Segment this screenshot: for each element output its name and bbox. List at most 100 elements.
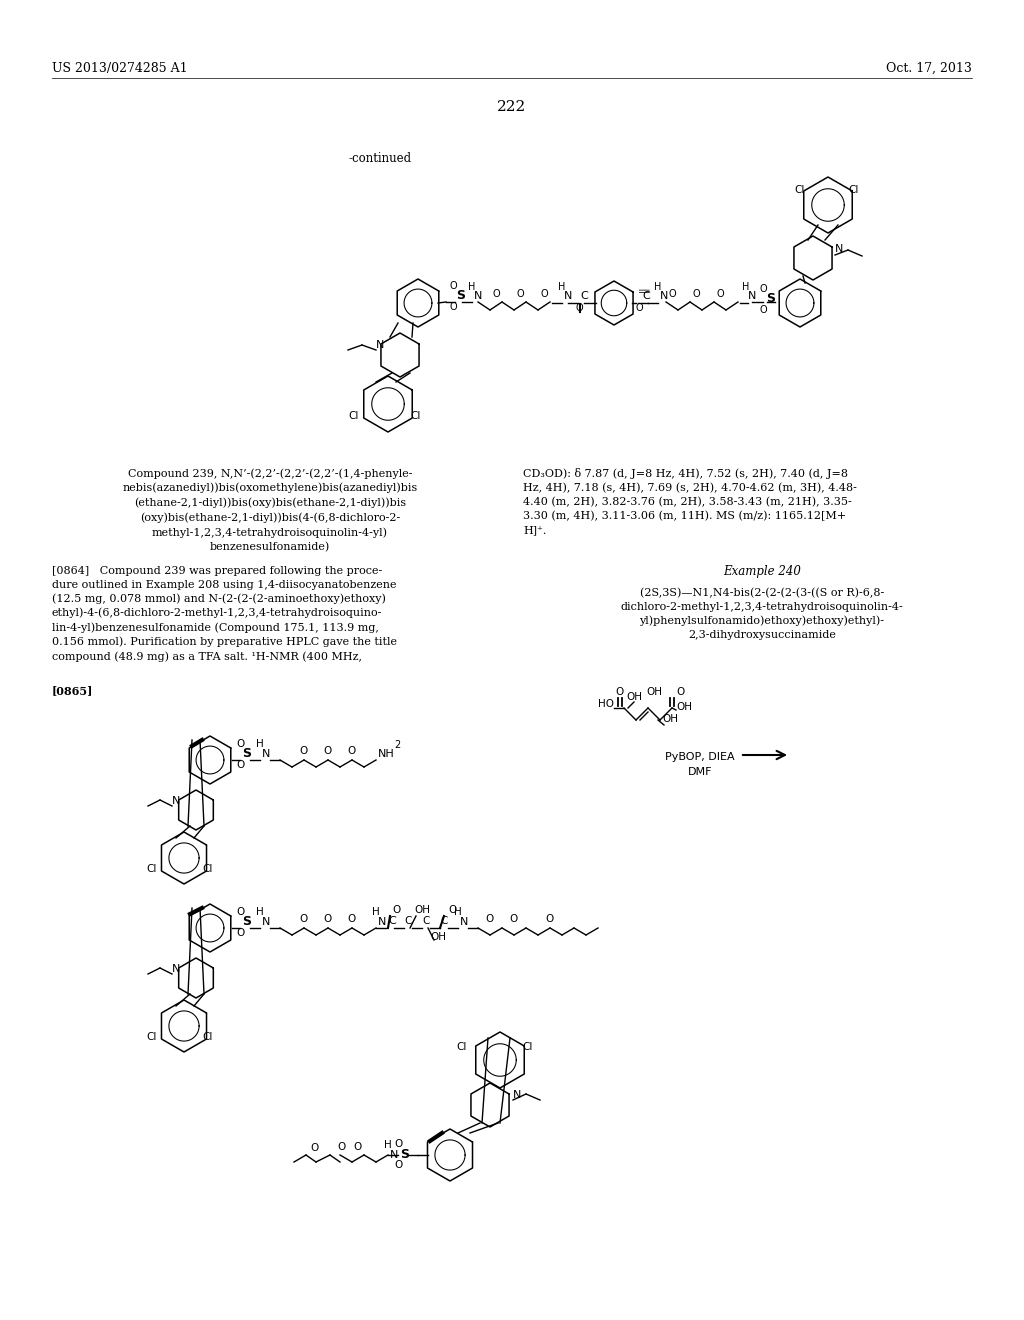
Text: CD₃OD): δ 7.87 (d, J=8 Hz, 4H), 7.52 (s, 2H), 7.40 (d, J=8
Hz, 4H), 7.18 (s, 4H): CD₃OD): δ 7.87 (d, J=8 Hz, 4H), 7.52 (s,…	[523, 469, 857, 535]
Text: O: O	[760, 284, 768, 294]
Text: -continued: -continued	[348, 152, 412, 165]
Text: PyBOP, DIEA: PyBOP, DIEA	[666, 752, 735, 762]
Text: O: O	[338, 1142, 346, 1152]
Text: Cl: Cl	[794, 185, 805, 195]
Text: O: O	[692, 289, 699, 300]
Text: Cl: Cl	[146, 865, 157, 874]
Text: Cl: Cl	[348, 411, 358, 421]
Text: Cl: Cl	[410, 411, 421, 421]
Text: O: O	[449, 906, 457, 915]
Text: H: H	[468, 282, 475, 292]
Text: H: H	[256, 739, 264, 748]
Text: OH: OH	[662, 714, 678, 723]
Text: Cl: Cl	[202, 1032, 212, 1041]
Text: O: O	[300, 746, 308, 756]
Text: O: O	[324, 746, 332, 756]
Text: OH: OH	[430, 932, 446, 942]
Text: HO: HO	[598, 700, 614, 709]
Text: Compound 239, N,N’-(2,2’-(2,2’-(2,2’-(1,4-phenyle-
nebis(azanediyl))bis(oxomethy: Compound 239, N,N’-(2,2’-(2,2’-(2,2’-(1,…	[123, 469, 418, 552]
Text: S: S	[456, 289, 465, 302]
Text: O: O	[510, 913, 518, 924]
Text: N: N	[660, 290, 669, 301]
Text: O: O	[575, 304, 584, 313]
Text: O: O	[615, 686, 624, 697]
Text: O: O	[236, 928, 245, 939]
Text: C: C	[440, 916, 447, 927]
Text: N: N	[513, 1090, 521, 1100]
Text: N: N	[378, 917, 386, 927]
Text: O: O	[669, 289, 676, 300]
Text: OH: OH	[646, 686, 662, 697]
Text: 222: 222	[498, 100, 526, 114]
Text: O: O	[236, 739, 245, 748]
Text: O: O	[516, 289, 524, 300]
Text: O: O	[354, 1142, 362, 1152]
Text: O: O	[636, 304, 644, 313]
Text: C: C	[404, 916, 412, 927]
Text: H: H	[256, 907, 264, 917]
Text: O: O	[394, 1160, 402, 1170]
Text: O: O	[760, 305, 768, 315]
Text: H: H	[654, 282, 662, 292]
Text: H: H	[558, 282, 565, 292]
Text: DMF: DMF	[688, 767, 713, 777]
Text: N: N	[262, 748, 270, 759]
Text: ||: ||	[638, 286, 648, 293]
Text: S: S	[242, 747, 251, 760]
Text: S: S	[242, 915, 251, 928]
Text: O: O	[394, 1139, 402, 1148]
Text: OH: OH	[626, 692, 642, 702]
Text: C: C	[580, 290, 588, 301]
Text: N: N	[262, 917, 270, 927]
Text: [0864]   Compound 239 was prepared following the proce-
dure outlined in Example: [0864] Compound 239 was prepared followi…	[52, 566, 397, 661]
Text: O: O	[392, 906, 400, 915]
Text: O: O	[541, 289, 548, 300]
Text: O: O	[348, 746, 356, 756]
Text: C: C	[642, 290, 650, 301]
Text: Example 240: Example 240	[723, 565, 801, 578]
Text: H: H	[384, 1140, 392, 1150]
Text: OH: OH	[414, 906, 430, 915]
Text: O: O	[450, 281, 458, 290]
Text: O: O	[716, 289, 724, 300]
Text: 2: 2	[394, 741, 400, 750]
Text: N: N	[474, 290, 482, 301]
Text: NH: NH	[378, 748, 394, 759]
Text: O: O	[324, 913, 332, 924]
Text: Cl: Cl	[848, 185, 858, 195]
Text: O: O	[310, 1143, 318, 1152]
Text: O: O	[236, 760, 245, 770]
Text: (2S,3S)—N1,N4-bis(2-(2-(2-(3-((S or R)-6,8-
dichloro-2-methyl-1,2,3,4-tetrahydro: (2S,3S)—N1,N4-bis(2-(2-(2-(3-((S or R)-6…	[621, 587, 903, 640]
Text: OH: OH	[676, 702, 692, 711]
Text: N: N	[835, 244, 844, 253]
Text: H: H	[372, 907, 380, 917]
Text: N: N	[172, 964, 180, 974]
Text: N: N	[390, 1150, 398, 1160]
Text: Cl: Cl	[146, 1032, 157, 1041]
Text: US 2013/0274285 A1: US 2013/0274285 A1	[52, 62, 187, 75]
Text: Oct. 17, 2013: Oct. 17, 2013	[886, 62, 972, 75]
Text: O: O	[485, 913, 495, 924]
Text: O: O	[348, 913, 356, 924]
Text: N: N	[460, 917, 468, 927]
Text: O: O	[450, 302, 458, 312]
Text: N: N	[376, 341, 384, 350]
Text: O: O	[236, 907, 245, 917]
Text: H: H	[454, 907, 462, 917]
Text: S: S	[766, 292, 775, 305]
Text: N: N	[172, 796, 180, 807]
Text: C: C	[422, 916, 429, 927]
Text: [0865]: [0865]	[52, 685, 93, 696]
Text: N: N	[564, 290, 572, 301]
Text: S: S	[400, 1148, 409, 1162]
Text: Cl: Cl	[456, 1041, 466, 1052]
Text: C: C	[388, 916, 395, 927]
Text: O: O	[676, 686, 684, 697]
Text: O: O	[493, 289, 500, 300]
Text: H: H	[742, 282, 750, 292]
Text: O: O	[300, 913, 308, 924]
Text: Cl: Cl	[202, 865, 212, 874]
Text: N: N	[748, 290, 757, 301]
Text: Cl: Cl	[522, 1041, 532, 1052]
Text: O: O	[546, 913, 554, 924]
